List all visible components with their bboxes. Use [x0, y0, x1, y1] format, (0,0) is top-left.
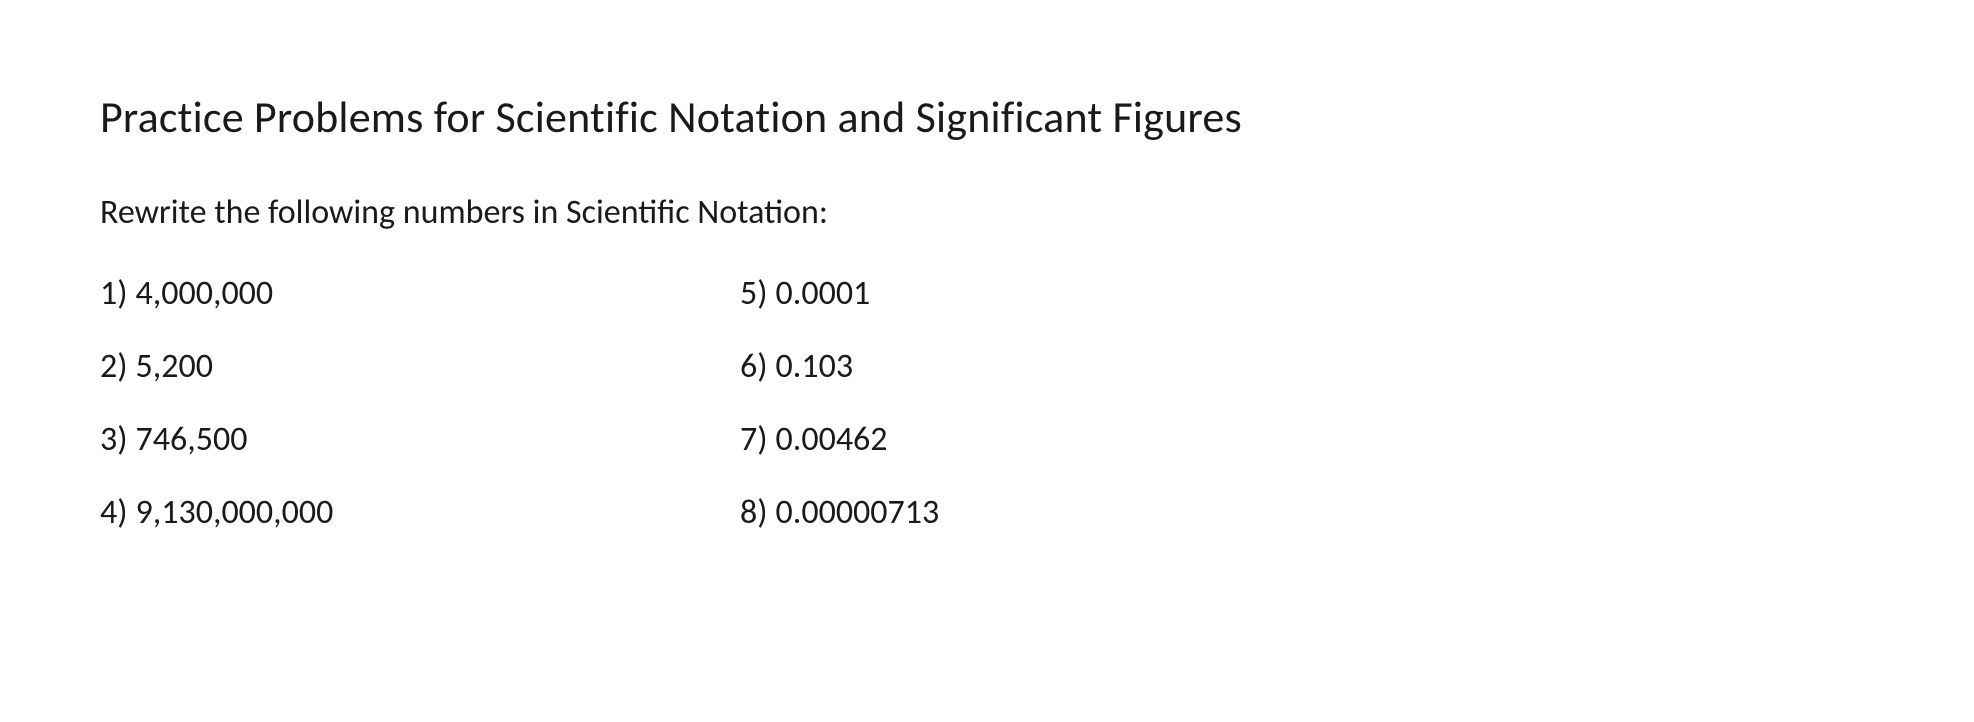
problem-item: 3) 746,500 [100, 419, 740, 460]
problem-value: 4,000,000 [136, 273, 274, 314]
problem-item: 2) 5,200 [100, 346, 740, 387]
problem-number: 8) [740, 492, 768, 533]
problem-item: 1) 4,000,000 [100, 273, 740, 314]
page-title: Practice Problems for Scientific Notatio… [100, 90, 1874, 144]
problem-value: 5,200 [136, 346, 213, 387]
problem-item: 6) 0.103 [740, 346, 1874, 387]
problem-number: 3) [100, 419, 128, 460]
problem-number: 5) [740, 273, 768, 314]
instruction-text: Rewrite the following numbers in Scienti… [100, 192, 1874, 233]
problem-item: 8) 0.00000713 [740, 492, 1874, 533]
problem-item: 4) 9,130,000,000 [100, 492, 740, 533]
problem-value: 0.00462 [776, 419, 888, 460]
problem-number: 4) [100, 492, 128, 533]
problem-item: 7) 0.00462 [740, 419, 1874, 460]
problem-number: 2) [100, 346, 128, 387]
problem-value: 0.103 [776, 346, 854, 387]
problem-item: 5) 0.0001 [740, 273, 1874, 314]
problem-value: 0.00000713 [776, 492, 940, 533]
right-column: 5) 0.0001 6) 0.103 7) 0.00462 8) 0.00000… [740, 273, 1874, 533]
problem-number: 6) [740, 346, 768, 387]
left-column: 1) 4,000,000 2) 5,200 3) 746,500 4) 9,13… [100, 273, 740, 533]
problem-value: 746,500 [136, 419, 248, 460]
problem-value: 0.0001 [776, 273, 871, 314]
problems-container: 1) 4,000,000 2) 5,200 3) 746,500 4) 9,13… [100, 273, 1874, 533]
problem-number: 7) [740, 419, 768, 460]
problem-number: 1) [100, 273, 128, 314]
problem-value: 9,130,000,000 [136, 492, 334, 533]
